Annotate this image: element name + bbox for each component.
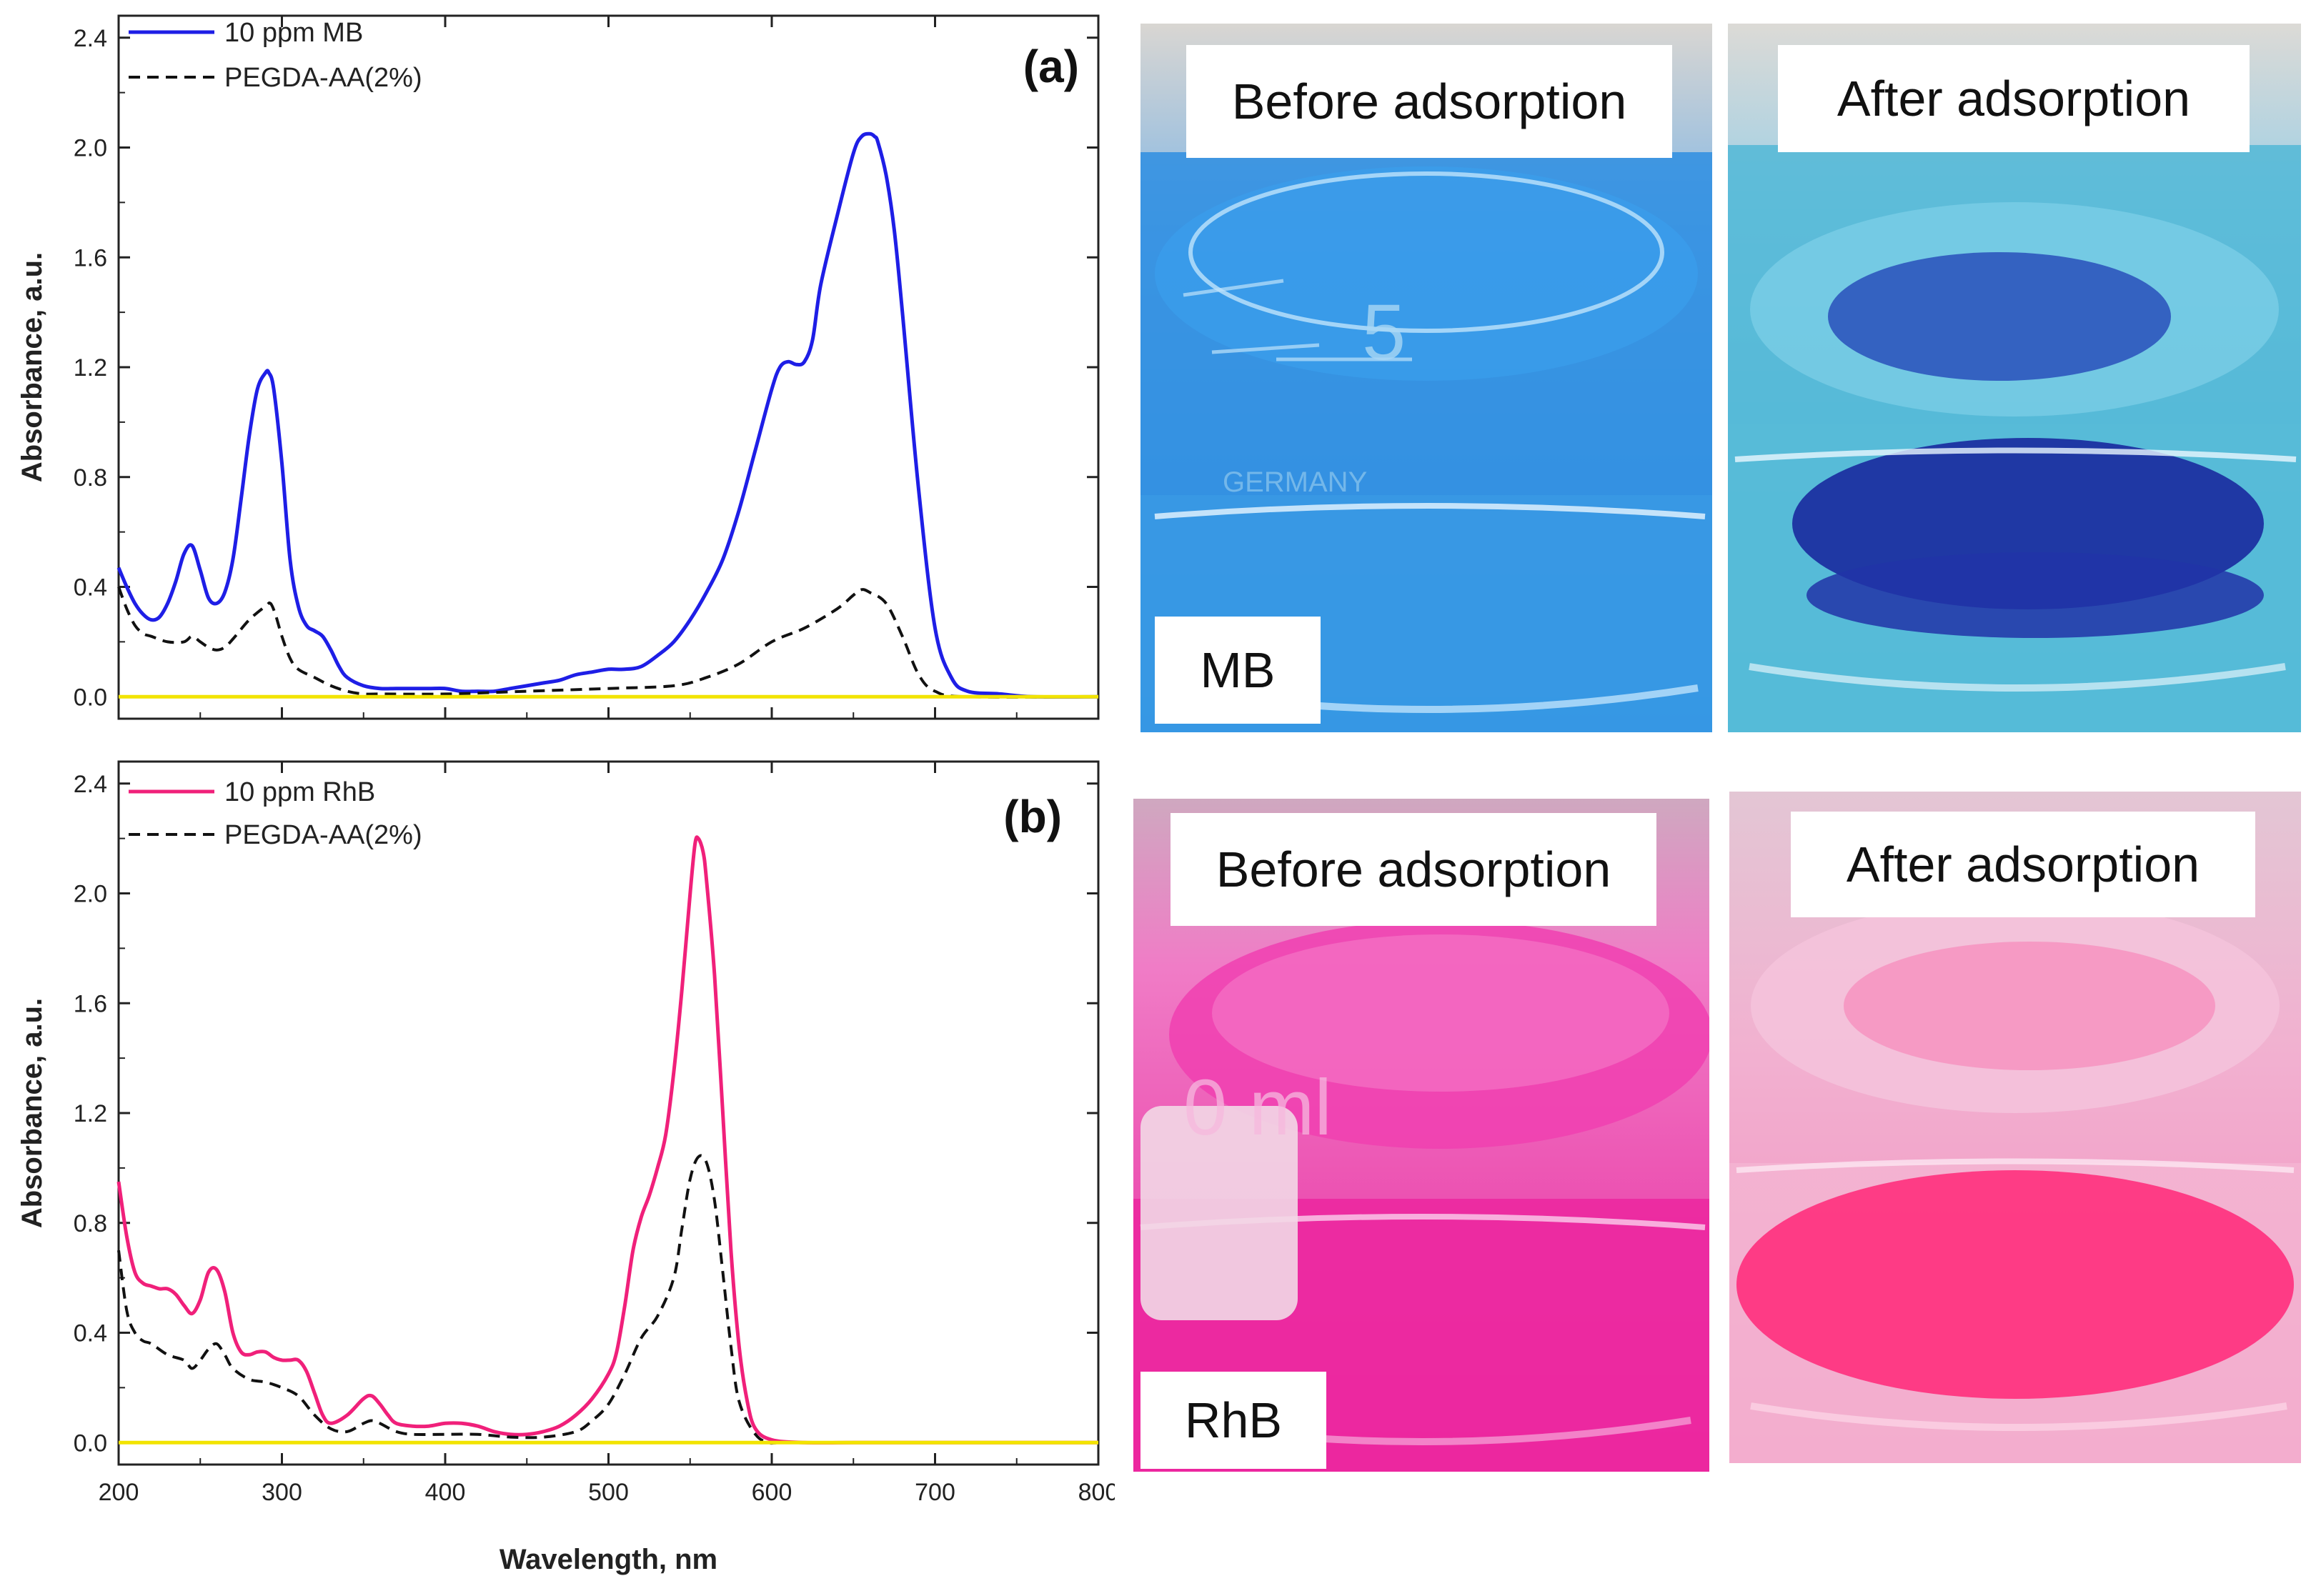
x-axis-label: Wavelength, nm	[500, 1544, 717, 1575]
y-tick-label: 0.8	[74, 1210, 107, 1237]
series-line-10-ppm-rhb	[116, 835, 1098, 1445]
glass-mark-germany: GERMANY	[1223, 467, 1367, 498]
panel-label: (a)	[1023, 41, 1079, 92]
tag-rhb: RhB	[1140, 1372, 1326, 1469]
y-tick-label: 2.4	[74, 25, 107, 52]
x-tick-label: 200	[99, 1479, 139, 1506]
plot-frame	[117, 760, 1100, 1466]
x-tick-label: 300	[262, 1479, 302, 1506]
x-tick-label: 400	[425, 1479, 466, 1506]
y-tick-label: 2.4	[74, 771, 107, 798]
legend-label: PEGDA-AA(2%)	[224, 820, 422, 850]
y-tick-label: 0.0	[74, 684, 107, 711]
y-tick-label: 0.8	[74, 464, 107, 492]
photo-rhb-after: After adsorption	[1729, 792, 2301, 1463]
y-axis-label: Absorbance, a.u.	[16, 252, 48, 482]
series-line-10-ppm-mb	[116, 131, 1099, 699]
x-tick-label: 500	[588, 1479, 629, 1506]
y-tick-label: 1.2	[74, 354, 107, 381]
glass-mark-ml: 0 ml	[1183, 1064, 1332, 1152]
y-tick-label: 2.0	[74, 881, 107, 908]
x-tick-label: 700	[915, 1479, 955, 1506]
y-tick-label: 0.4	[74, 574, 107, 602]
y-tick-label: 2.0	[74, 135, 107, 162]
series-line-pegda-aa-2-	[117, 586, 1099, 699]
legend-label: 10 ppm MB	[224, 18, 363, 48]
photo-rhb-before: 0 ml Before adsorption RhB	[1133, 799, 1709, 1472]
y-tick-label: 1.6	[74, 244, 107, 271]
panel-label: (b)	[1003, 791, 1062, 842]
y-tick-label: 1.6	[74, 990, 107, 1017]
photo-mb-after: After adsorption	[1728, 24, 2301, 732]
chart-panel-a: 0.0 0.4 0.8 1.2 1.6 2.0 2.4 10 ppm MB PEGDA-AA(2…	[16, 14, 1100, 720]
photo-mb-before: 5 GERMANY Before adsorption MB	[1140, 24, 1712, 732]
caption-mb-before: Before adsorption	[1186, 45, 1672, 158]
plot-frame	[117, 14, 1100, 720]
legend-label: 10 ppm RhB	[224, 777, 375, 807]
tag-mb: MB	[1155, 617, 1321, 724]
x-tick-label: 800	[1078, 1479, 1115, 1506]
glass-mark-5: 5	[1362, 289, 1406, 376]
y-axis-label: Absorbance, a.u.	[16, 998, 48, 1228]
chart-panel-b: 0.0 0.4 0.8 1.2 1.6 2.0 2.4 200 300 400 500 600 700 8…	[16, 760, 1115, 1575]
caption-mb-after: After adsorption	[1778, 45, 2250, 152]
spectra-figure: 0.0 0.4 0.8 1.2 1.6 2.0 2.4 10 ppm MB PEGDA-AA(2…	[16, 14, 1115, 1575]
y-tick-label: 0.0	[74, 1430, 107, 1457]
series-line-pegda-aa-2-	[117, 1154, 1098, 1445]
caption-rhb-before: Before adsorption	[1171, 813, 1656, 926]
caption-rhb-after: After adsorption	[1791, 812, 2255, 917]
legend-label: PEGDA-AA(2%)	[224, 63, 422, 93]
y-tick-label: 0.4	[74, 1320, 107, 1347]
x-tick-label: 600	[752, 1479, 792, 1506]
y-tick-label: 1.2	[74, 1100, 107, 1127]
